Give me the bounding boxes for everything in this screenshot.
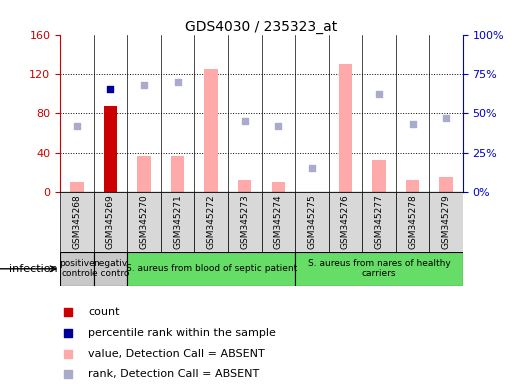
Bar bbox=[362, 192, 396, 252]
Point bbox=[64, 330, 72, 336]
Bar bbox=[339, 64, 352, 192]
Point bbox=[106, 86, 115, 92]
Text: count: count bbox=[88, 308, 120, 318]
Bar bbox=[94, 192, 127, 252]
Point bbox=[73, 123, 81, 129]
Bar bbox=[238, 180, 252, 192]
Point bbox=[207, 3, 215, 9]
Title: GDS4030 / 235323_at: GDS4030 / 235323_at bbox=[185, 20, 338, 33]
Text: value, Detection Call = ABSENT: value, Detection Call = ABSENT bbox=[88, 349, 265, 359]
Bar bbox=[204, 69, 218, 192]
Text: S. aureus from blood of septic patient: S. aureus from blood of septic patient bbox=[126, 264, 297, 273]
Text: S. aureus from nares of healthy
carriers: S. aureus from nares of healthy carriers bbox=[308, 259, 450, 278]
Bar bbox=[295, 252, 463, 286]
Bar bbox=[60, 192, 94, 252]
Bar bbox=[171, 156, 184, 192]
Bar bbox=[396, 192, 429, 252]
Bar bbox=[372, 159, 385, 192]
Text: GSM345277: GSM345277 bbox=[374, 194, 383, 249]
Bar bbox=[429, 192, 463, 252]
Bar bbox=[127, 252, 295, 286]
Bar bbox=[70, 182, 84, 192]
Bar bbox=[161, 192, 195, 252]
Text: GSM345278: GSM345278 bbox=[408, 194, 417, 249]
Bar bbox=[228, 192, 262, 252]
Point bbox=[442, 115, 450, 121]
Bar bbox=[262, 192, 295, 252]
Bar bbox=[104, 106, 117, 192]
Text: GSM345276: GSM345276 bbox=[341, 194, 350, 249]
Text: rank, Detection Call = ABSENT: rank, Detection Call = ABSENT bbox=[88, 369, 259, 379]
Point bbox=[64, 371, 72, 377]
Text: GSM345275: GSM345275 bbox=[308, 194, 316, 249]
Text: GSM345270: GSM345270 bbox=[140, 194, 149, 249]
Text: infection: infection bbox=[9, 264, 58, 274]
Bar bbox=[328, 192, 362, 252]
Bar bbox=[271, 182, 285, 192]
Point bbox=[140, 82, 148, 88]
Text: GSM345274: GSM345274 bbox=[274, 194, 283, 249]
Text: percentile rank within the sample: percentile rank within the sample bbox=[88, 328, 276, 338]
Text: GSM345279: GSM345279 bbox=[441, 194, 451, 249]
Text: GSM345273: GSM345273 bbox=[240, 194, 249, 249]
Point bbox=[274, 123, 282, 129]
Text: GSM345268: GSM345268 bbox=[72, 194, 82, 249]
Bar bbox=[439, 177, 453, 192]
Point bbox=[408, 121, 417, 127]
Text: GSM345271: GSM345271 bbox=[173, 194, 182, 249]
Bar bbox=[138, 156, 151, 192]
Bar bbox=[60, 252, 94, 286]
Bar bbox=[295, 192, 328, 252]
Bar bbox=[127, 192, 161, 252]
Text: GSM345269: GSM345269 bbox=[106, 194, 115, 249]
Point bbox=[64, 310, 72, 316]
Point bbox=[341, 3, 349, 9]
Point bbox=[375, 91, 383, 98]
Point bbox=[241, 118, 249, 124]
Point bbox=[174, 79, 182, 85]
Text: positive
control: positive control bbox=[59, 259, 95, 278]
Text: negativ
e contro: negativ e contro bbox=[92, 259, 129, 278]
Point bbox=[64, 351, 72, 357]
Point bbox=[308, 166, 316, 172]
Bar bbox=[195, 192, 228, 252]
Bar bbox=[94, 252, 127, 286]
Bar bbox=[406, 180, 419, 192]
Text: GSM345272: GSM345272 bbox=[207, 194, 215, 249]
